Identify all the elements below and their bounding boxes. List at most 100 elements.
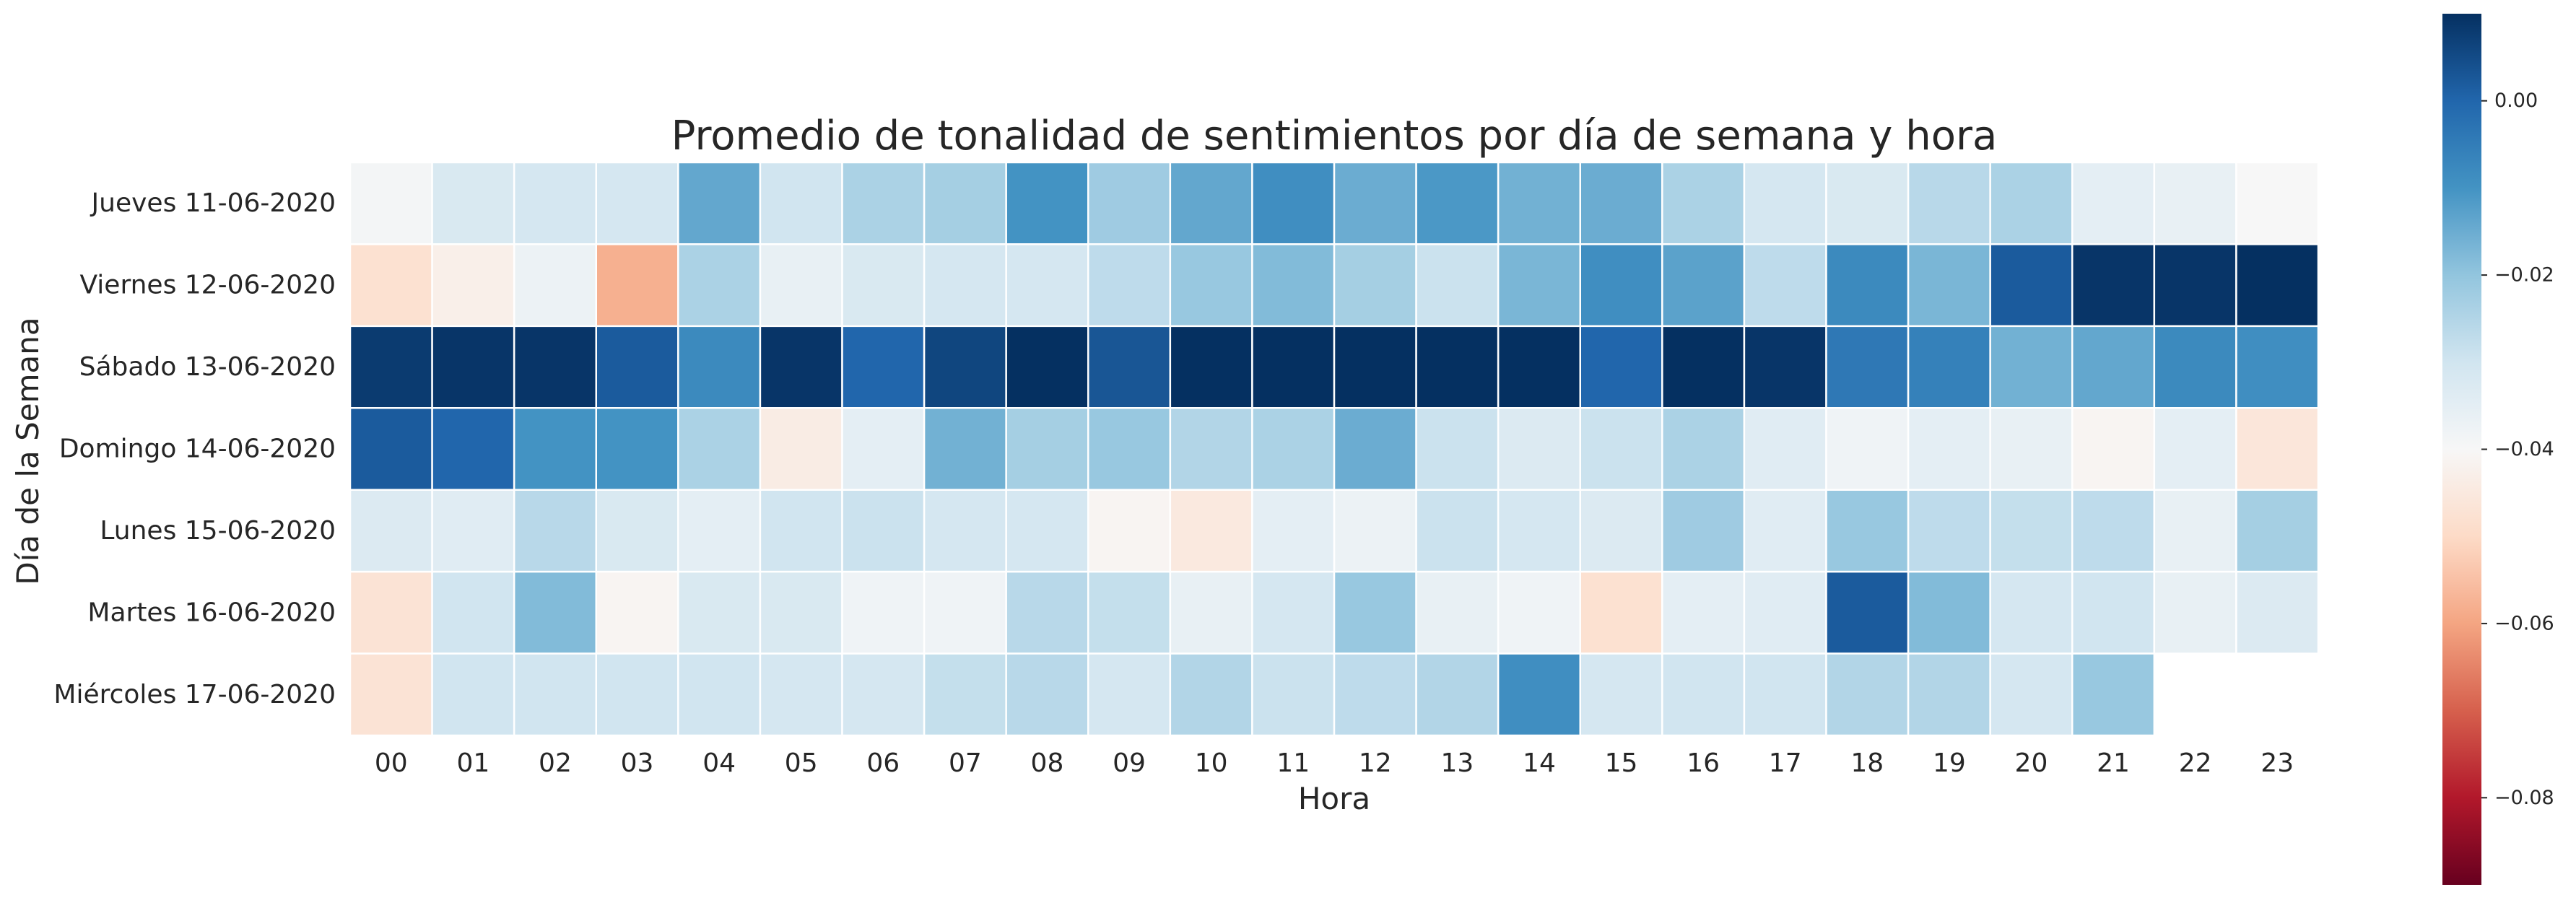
heatmap-cell bbox=[1087, 243, 1172, 328]
heatmap-cell bbox=[1169, 570, 1253, 655]
heatmap-cell bbox=[1415, 489, 1500, 573]
x-tick-label: 16 bbox=[1687, 748, 1720, 778]
heatmap-cell bbox=[1743, 570, 1827, 655]
heatmap-cell bbox=[1251, 489, 1336, 573]
heatmap-cell bbox=[759, 243, 843, 328]
heatmap-cell bbox=[759, 325, 843, 409]
heatmap-cell bbox=[431, 489, 515, 573]
heatmap-cell bbox=[677, 325, 762, 409]
heatmap-cell bbox=[1907, 407, 1991, 491]
heatmap-cell bbox=[1825, 489, 1910, 573]
heatmap-cell bbox=[349, 652, 433, 737]
heatmap-cell bbox=[431, 243, 515, 328]
heatmap-cell bbox=[1333, 243, 1417, 328]
x-tick-label: 04 bbox=[702, 748, 736, 778]
x-tick-label: 07 bbox=[949, 748, 982, 778]
heatmap-cell bbox=[1743, 243, 1827, 328]
heatmap-cell bbox=[1005, 570, 1089, 655]
heatmap-cell bbox=[841, 570, 926, 655]
heatmap-cell bbox=[1825, 243, 1910, 328]
heatmap-cell bbox=[595, 243, 679, 328]
heatmap-cell bbox=[1497, 407, 1582, 491]
heatmap-cell bbox=[1005, 652, 1089, 737]
heatmap-cell bbox=[923, 652, 1007, 737]
heatmap-cell bbox=[759, 570, 843, 655]
heatmap-cell bbox=[677, 243, 762, 328]
y-tick-label: Lunes 15-06-2020 bbox=[100, 516, 336, 546]
colorbar-tick-label: −0.04 bbox=[2494, 438, 2554, 460]
heatmap-cell bbox=[1661, 652, 1746, 737]
heatmap-cell bbox=[1333, 489, 1417, 573]
heatmap-cell bbox=[1579, 489, 1663, 573]
heatmap-cell bbox=[431, 161, 515, 245]
heatmap-cell bbox=[2153, 161, 2237, 245]
heatmap-cell bbox=[1907, 652, 1991, 737]
x-tick-label: 05 bbox=[785, 748, 818, 778]
heatmap-cell bbox=[595, 407, 679, 491]
heatmap-cell bbox=[513, 243, 598, 328]
heatmap-cell bbox=[923, 243, 1007, 328]
y-tick-label: Jueves 11-06-2020 bbox=[90, 188, 336, 218]
x-tick-label: 02 bbox=[539, 748, 572, 778]
heatmap-cell bbox=[1497, 243, 1582, 328]
heatmap-cell bbox=[1333, 652, 1417, 737]
heatmap-cell bbox=[841, 652, 926, 737]
heatmap-cell bbox=[759, 407, 843, 491]
colorbar-tick-label: −0.02 bbox=[2494, 264, 2554, 287]
heatmap-cell bbox=[1743, 325, 1827, 409]
heatmap-cell bbox=[1005, 161, 1089, 245]
heatmap-cell bbox=[1333, 161, 1417, 245]
heatmap-cell bbox=[2071, 407, 2156, 491]
heatmap-cell bbox=[1333, 407, 1417, 491]
heatmap-cell bbox=[1497, 325, 1582, 409]
heatmap-cell bbox=[1661, 489, 1746, 573]
heatmap-cell bbox=[1251, 161, 1336, 245]
heatmap-cell bbox=[1087, 407, 1172, 491]
heatmap-cell bbox=[1661, 161, 1746, 245]
heatmap-cell bbox=[349, 325, 433, 409]
x-tick-label: 23 bbox=[2260, 748, 2294, 778]
colorbar-tick-label: 0.00 bbox=[2494, 89, 2538, 112]
heatmap-cell bbox=[1497, 570, 1582, 655]
y-tick-label: Domingo 14-06-2020 bbox=[59, 434, 336, 464]
heatmap-cell bbox=[841, 243, 926, 328]
heatmap-cell bbox=[1989, 325, 2074, 409]
x-tick-label: 18 bbox=[1850, 748, 1884, 778]
heatmap-cell bbox=[1907, 489, 1991, 573]
heatmap-cell bbox=[1661, 407, 1746, 491]
heatmap-cell bbox=[2071, 652, 2156, 737]
x-tick-label: 11 bbox=[1276, 748, 1310, 778]
heatmap-cell bbox=[1333, 325, 1417, 409]
heatmap-cell bbox=[1087, 489, 1172, 573]
x-tick-label: 19 bbox=[1933, 748, 1966, 778]
heatmap-cell bbox=[1989, 243, 2074, 328]
heatmap-cell bbox=[1743, 489, 1827, 573]
x-tick-label: 01 bbox=[456, 748, 489, 778]
colorbar-ticks: 0.00 −0.02 −0.04 −0.06 −0.08 bbox=[2481, 89, 2554, 809]
heatmap-cell bbox=[2153, 489, 2237, 573]
heatmap-cell bbox=[759, 489, 843, 573]
heatmap-cell bbox=[1005, 325, 1089, 409]
y-tick-labels: Jueves 11-06-2020 Viernes 12-06-2020 Sábad… bbox=[53, 188, 336, 709]
heatmap-cell bbox=[677, 161, 762, 245]
heatmap-cell bbox=[2235, 243, 2320, 328]
heatmap-cell bbox=[759, 652, 843, 737]
heatmap-cell bbox=[1005, 407, 1089, 491]
heatmap-cell bbox=[923, 407, 1007, 491]
x-tick-label: 08 bbox=[1031, 748, 1064, 778]
heatmap-cell bbox=[431, 325, 515, 409]
heatmap-cell bbox=[2235, 325, 2320, 409]
heatmap-cell bbox=[1579, 325, 1663, 409]
heatmap-cell bbox=[677, 489, 762, 573]
heatmap-cell bbox=[513, 325, 598, 409]
heatmap-cell bbox=[1989, 570, 2074, 655]
heatmap-cell bbox=[1087, 161, 1172, 245]
heatmap-cell bbox=[2071, 325, 2156, 409]
heatmap-cell bbox=[1251, 652, 1336, 737]
heatmap-cell bbox=[1251, 325, 1336, 409]
y-tick-label: Viernes 12-06-2020 bbox=[79, 271, 336, 300]
x-tick-label: 14 bbox=[1523, 748, 1556, 778]
heatmap-cell bbox=[1169, 652, 1253, 737]
heatmap-cell bbox=[1169, 489, 1253, 573]
heatmap-cell bbox=[2235, 161, 2320, 245]
